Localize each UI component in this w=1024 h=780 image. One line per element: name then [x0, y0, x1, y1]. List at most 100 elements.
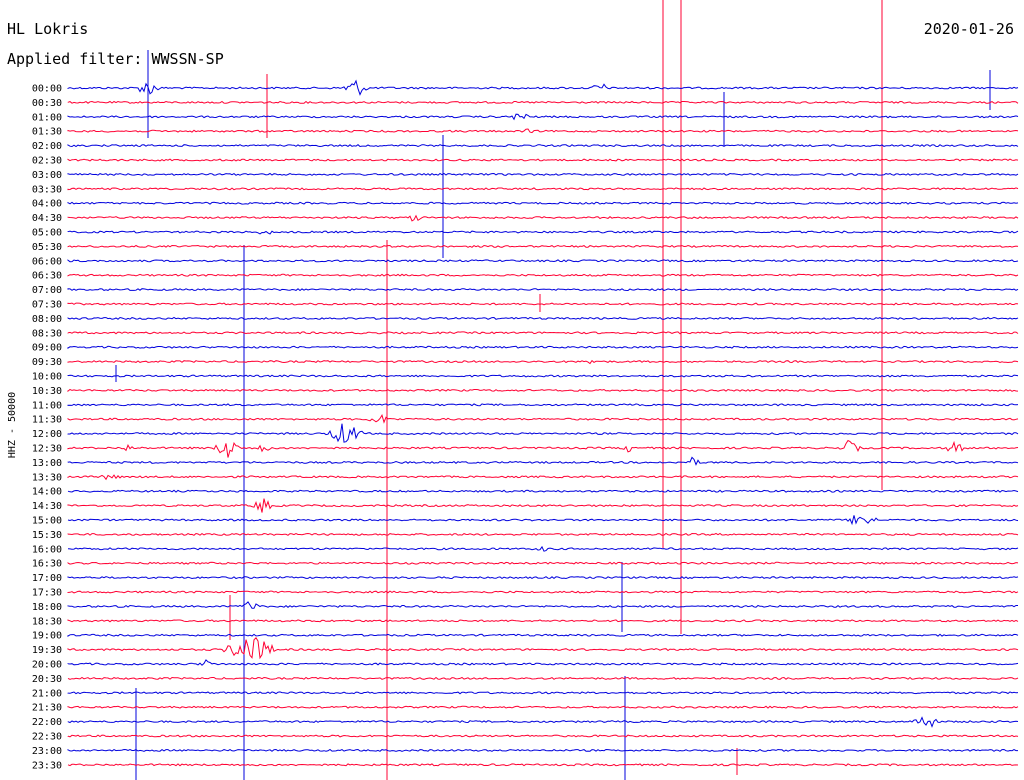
time-tick-label: 05:00 — [32, 228, 62, 239]
time-tick-label: 10:00 — [32, 372, 62, 383]
trace-row — [67, 659, 1019, 666]
trace-row — [67, 413, 1019, 424]
time-tick-label: 23:30 — [32, 760, 62, 771]
trace-row — [67, 716, 1019, 728]
time-tick-label: 13:00 — [32, 458, 62, 469]
time-tick-label: 11:30 — [32, 415, 62, 426]
time-tick-label: 14:00 — [32, 487, 62, 498]
trace-row — [67, 576, 1019, 580]
time-tick-label: 03:00 — [32, 170, 62, 181]
time-tick-label: 08:30 — [32, 328, 62, 339]
time-tick-label: 09:30 — [32, 357, 62, 368]
time-tick-label: 23:00 — [32, 746, 62, 757]
trace-row — [67, 273, 1019, 277]
time-tick-label: 05:30 — [32, 242, 62, 253]
trace-row — [67, 545, 1019, 552]
time-tick-label: 00:30 — [32, 98, 62, 109]
trace-row — [67, 113, 1019, 121]
trace-row — [67, 423, 1019, 443]
time-tick-label: 04:00 — [32, 199, 62, 210]
trace-row — [67, 100, 1019, 104]
trace-row — [67, 288, 1019, 292]
time-tick-label: 16:30 — [32, 559, 62, 570]
time-tick-label: 01:30 — [32, 127, 62, 138]
time-tick-label: 19:00 — [32, 631, 62, 642]
trace-lines — [67, 79, 1019, 767]
trace-row — [67, 259, 1019, 263]
trace-row — [67, 633, 1019, 638]
station-title: HL Lokris — [7, 20, 89, 38]
time-tick-label: 16:00 — [32, 544, 62, 555]
time-tick-label: 20:00 — [32, 660, 62, 671]
trace-row — [67, 302, 1019, 306]
time-tick-label: 07:00 — [32, 285, 62, 296]
time-tick-label: 02:30 — [32, 156, 62, 167]
filter-label: Applied filter: WWSSN-SP — [7, 50, 224, 68]
trace-row — [67, 187, 1019, 191]
trace-row — [67, 561, 1019, 565]
channel-label: HHZ - 50000 — [7, 392, 18, 458]
time-tick-label: 19:30 — [32, 645, 62, 656]
trace-row — [67, 705, 1019, 709]
time-tick-label: 22:00 — [32, 717, 62, 728]
time-tick-label: 21:30 — [32, 703, 62, 714]
trace-row — [67, 214, 1019, 222]
date-label: 2020-01-26 — [923, 20, 1014, 38]
time-tick-label: 20:30 — [32, 674, 62, 685]
time-tick-label: 04:30 — [32, 213, 62, 224]
time-tick-label: 13:30 — [32, 472, 62, 483]
trace-row — [67, 403, 1019, 407]
time-tick-label: 18:00 — [32, 602, 62, 613]
trace-row — [67, 498, 1019, 513]
time-tick-label: 09:00 — [32, 343, 62, 354]
time-tick-label: 03:30 — [32, 184, 62, 195]
trace-row — [67, 439, 1019, 458]
time-tick-label: 14:30 — [32, 501, 62, 512]
trace-row — [67, 619, 1019, 623]
trace-row — [67, 388, 1019, 393]
time-tick-label: 12:00 — [32, 429, 62, 440]
time-tick-label: 18:30 — [32, 616, 62, 627]
time-tick-label: 15:30 — [32, 530, 62, 541]
trace-row — [67, 128, 1019, 134]
trace-row — [67, 532, 1019, 536]
trace-row — [67, 515, 1019, 526]
trace-row — [67, 763, 1019, 767]
trace-row — [67, 691, 1019, 695]
trace-row — [67, 144, 1019, 148]
trace-row — [67, 374, 1019, 378]
time-tick-label: 12:30 — [32, 444, 62, 455]
trace-row — [67, 158, 1019, 162]
time-tick-label: 06:30 — [32, 271, 62, 282]
trace-row — [67, 590, 1019, 594]
time-tick-label: 17:30 — [32, 588, 62, 599]
time-tick-label: 02:00 — [32, 141, 62, 152]
trace-row — [67, 734, 1019, 738]
spike-lines — [115, 0, 991, 780]
trace-row — [67, 172, 1019, 176]
time-labels: 00:00 00:30 01:00 01:30 02:00 02:30 03:00 03:30… — [32, 84, 62, 772]
trace-row — [67, 489, 1019, 493]
trace-row — [67, 345, 1019, 350]
trace-row — [67, 331, 1019, 335]
trace-row — [67, 79, 1019, 96]
trace-row — [67, 474, 1019, 481]
trace-row — [67, 748, 1018, 752]
time-tick-label: 17:00 — [32, 573, 62, 584]
time-tick-label: 01:00 — [32, 112, 62, 123]
time-tick-label: 08:00 — [32, 314, 62, 325]
time-tick-label: 06:00 — [32, 256, 62, 267]
time-tick-label: 00:00 — [32, 84, 62, 95]
time-tick-label: 07:30 — [32, 300, 62, 311]
time-tick-label: 21:00 — [32, 688, 62, 699]
trace-row — [67, 244, 1019, 248]
trace-row — [67, 230, 1019, 235]
time-tick-label: 15:00 — [32, 516, 62, 527]
trace-row — [67, 201, 1019, 205]
time-tick-label: 10:30 — [32, 386, 62, 397]
time-tick-label: 11:00 — [32, 400, 62, 411]
trace-row — [67, 316, 1019, 320]
trace-row — [67, 676, 1019, 680]
trace-row — [67, 601, 1018, 609]
